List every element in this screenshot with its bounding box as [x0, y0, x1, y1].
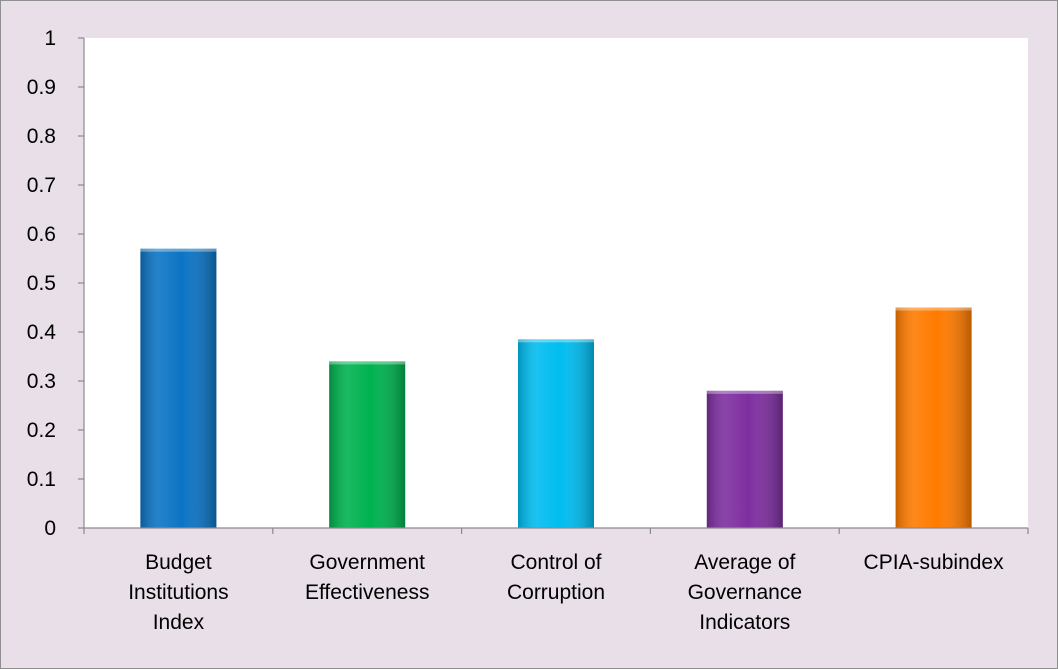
y-tick-label: 0.1: [27, 468, 56, 491]
x-category-label-line: CPIA-subindex: [864, 551, 1005, 574]
bar-shading: [706, 390, 783, 528]
bar-shading: [329, 361, 406, 528]
y-axis-ticks: 0 0.1 0.2 0.3 0.4 0.5 0.6 0.7 0.8 0.9 1: [27, 27, 84, 540]
bar-1: [329, 361, 406, 528]
x-category-label-line: Institutions: [128, 581, 228, 604]
y-tick-label: 1: [44, 27, 56, 50]
x-category-label: Control of Corruption: [507, 551, 605, 604]
bar-0: [140, 248, 217, 528]
bar-top-highlight: [329, 361, 406, 365]
y-tick-label: 0: [44, 517, 56, 540]
bar-top-highlight: [895, 307, 972, 311]
bar-2: [518, 339, 594, 528]
y-tick-label: 0.7: [27, 174, 56, 197]
x-category-label-line: Budget: [145, 551, 212, 574]
x-category-label-line: Corruption: [507, 581, 605, 604]
bar-top-highlight: [706, 390, 783, 394]
x-category-label-line: Index: [153, 611, 205, 634]
x-category-label-line: Indicators: [699, 611, 790, 634]
x-category-label-line: Average of: [694, 551, 795, 574]
y-tick-label: 0.2: [27, 419, 56, 442]
x-category-label: Government Effectiveness: [305, 551, 430, 604]
x-category-label-line: Control of: [510, 551, 601, 574]
bars: [140, 248, 972, 528]
x-category-label-line: Effectiveness: [305, 581, 430, 604]
y-tick-label: 0.6: [27, 223, 56, 246]
bar-shading: [895, 307, 972, 528]
bar-4: [895, 307, 972, 528]
bar-top-highlight: [518, 339, 594, 343]
x-category-label-line: Government: [309, 551, 425, 574]
x-category-label: Average of Governance Indicators: [688, 551, 802, 634]
y-tick-label: 0.9: [27, 76, 56, 99]
bar-shading: [140, 248, 217, 528]
x-category-label: CPIA-subindex: [864, 551, 1005, 574]
bar-3: [706, 390, 783, 528]
y-tick-label: 0.8: [27, 125, 56, 148]
bar-top-highlight: [140, 248, 217, 252]
bar-shading: [518, 339, 594, 528]
x-axis-labels: Budget Institutions Index Government Effecti…: [83, 528, 1029, 634]
y-tick-label: 0.3: [27, 370, 56, 393]
y-tick-label: 0.5: [27, 272, 56, 295]
x-category-label: Budget Institutions Index: [128, 551, 228, 634]
x-category-label-line: Governance: [688, 581, 802, 604]
y-tick-label: 0.4: [27, 321, 57, 344]
